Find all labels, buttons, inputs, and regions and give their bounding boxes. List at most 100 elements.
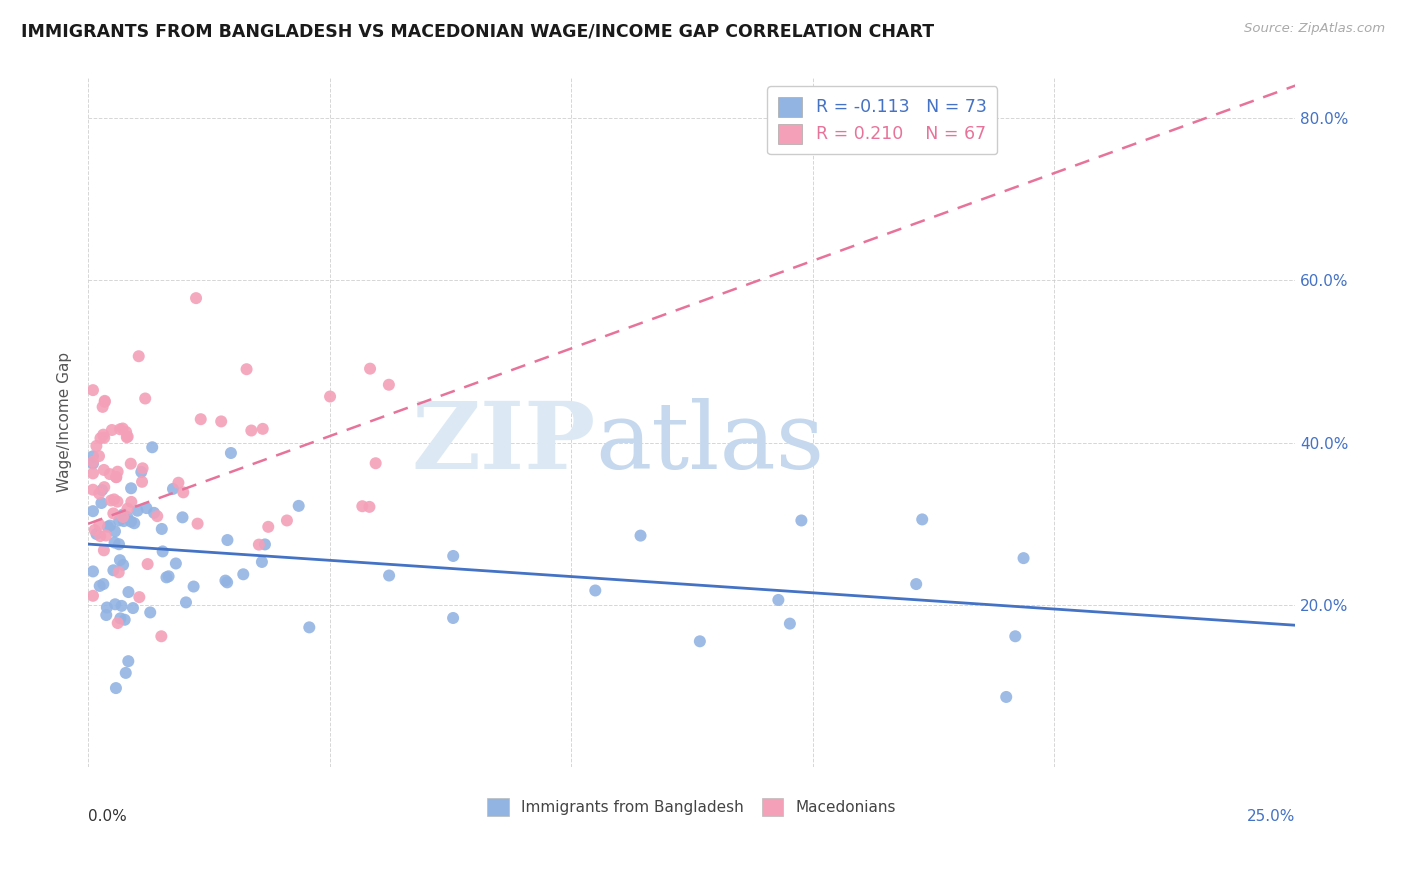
Point <box>107 494 129 508</box>
Point <box>107 465 129 479</box>
Point <box>107 615 129 630</box>
Point <box>165 557 187 571</box>
Point <box>110 599 132 613</box>
Point <box>364 456 387 470</box>
Point <box>97 520 120 534</box>
Point <box>172 510 194 524</box>
Point <box>93 431 115 445</box>
Point <box>104 524 127 539</box>
Point <box>184 291 207 305</box>
Point <box>120 457 142 471</box>
Point <box>131 465 153 479</box>
Point <box>253 537 276 551</box>
Point <box>768 593 790 607</box>
Point <box>117 585 139 599</box>
Point <box>217 533 239 547</box>
Point <box>108 513 131 527</box>
Point <box>257 520 280 534</box>
Point <box>89 486 111 500</box>
Point <box>96 608 118 623</box>
Point <box>911 512 934 526</box>
Point <box>122 516 145 531</box>
Y-axis label: Wage/Income Gap: Wage/Income Gap <box>58 352 72 492</box>
Point <box>82 455 104 469</box>
Point <box>111 421 134 435</box>
Point <box>93 543 115 558</box>
Point <box>120 495 142 509</box>
Point <box>127 504 149 518</box>
Point <box>82 383 104 397</box>
Point <box>89 431 111 445</box>
Point <box>96 600 118 615</box>
Point <box>905 577 928 591</box>
Point <box>359 500 381 514</box>
Point <box>103 492 125 507</box>
Point <box>352 500 374 514</box>
Point <box>90 496 112 510</box>
Point <box>104 681 127 695</box>
Point <box>155 570 177 584</box>
Point <box>108 537 131 551</box>
Point <box>167 475 190 490</box>
Point <box>111 510 134 524</box>
Point <box>82 467 104 481</box>
Point <box>146 509 169 524</box>
Point <box>89 529 111 543</box>
Point <box>319 390 342 404</box>
Point <box>82 449 104 463</box>
Point <box>91 400 114 414</box>
Point <box>103 507 125 521</box>
Point <box>183 580 205 594</box>
Point <box>232 567 254 582</box>
Point <box>378 377 401 392</box>
Point <box>122 601 145 615</box>
Point <box>87 449 110 463</box>
Point <box>150 522 173 536</box>
Point <box>1004 629 1026 643</box>
Point <box>247 538 270 552</box>
Point <box>89 517 111 532</box>
Point <box>120 515 142 529</box>
Text: IMMIGRANTS FROM BANGLADESH VS MACEDONIAN WAGE/INCOME GAP CORRELATION CHART: IMMIGRANTS FROM BANGLADESH VS MACEDONIAN… <box>21 22 934 40</box>
Point <box>114 613 136 627</box>
Point <box>157 569 180 583</box>
Point <box>689 634 711 648</box>
Point <box>287 499 309 513</box>
Point <box>101 423 124 437</box>
Point <box>91 427 114 442</box>
Point <box>187 516 209 531</box>
Point <box>110 611 132 625</box>
Point <box>441 611 464 625</box>
Point <box>217 575 239 590</box>
Point <box>93 480 115 494</box>
Point <box>107 566 129 580</box>
Point <box>779 616 801 631</box>
Legend: Immigrants from Bangladesh, Macedonians: Immigrants from Bangladesh, Macedonians <box>481 792 903 822</box>
Point <box>82 565 104 579</box>
Point <box>82 457 104 471</box>
Point <box>135 501 157 516</box>
Point <box>103 535 125 549</box>
Point <box>441 549 464 563</box>
Point <box>131 475 153 489</box>
Point <box>1012 551 1035 566</box>
Point <box>252 422 274 436</box>
Text: 25.0%: 25.0% <box>1247 809 1295 823</box>
Point <box>83 523 105 537</box>
Point <box>115 425 138 439</box>
Point <box>235 362 257 376</box>
Point <box>136 557 159 571</box>
Point <box>112 558 135 572</box>
Point <box>139 606 162 620</box>
Point <box>105 470 128 484</box>
Point <box>174 595 197 609</box>
Point <box>240 424 263 438</box>
Text: atlas: atlas <box>595 398 824 488</box>
Point <box>995 690 1018 704</box>
Point <box>378 568 401 582</box>
Point <box>94 393 117 408</box>
Point <box>143 506 166 520</box>
Point <box>298 620 321 634</box>
Point <box>114 665 136 680</box>
Point <box>98 518 121 533</box>
